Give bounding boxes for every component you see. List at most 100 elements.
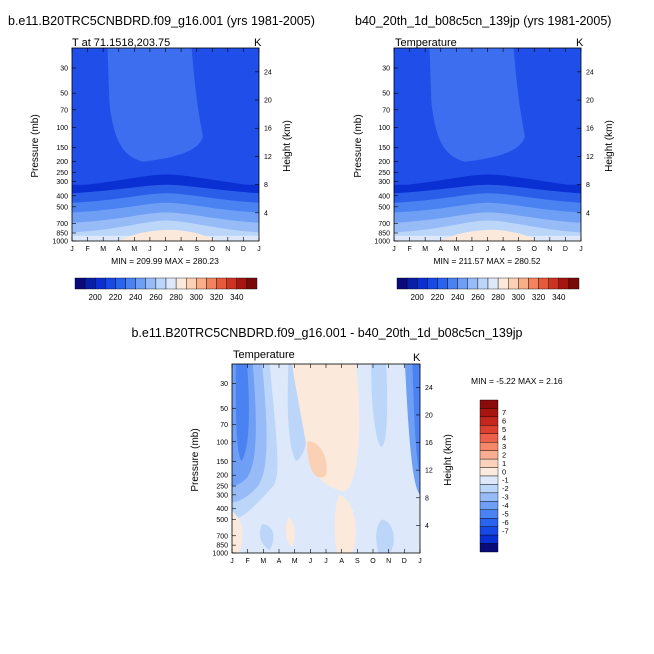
colorbar-swatch (95, 277, 106, 290)
x-tick-label: O (210, 246, 216, 253)
colorbar-label: 6 (502, 417, 506, 426)
colorbar-swatch (548, 277, 559, 290)
y-tick-label: 850 (378, 230, 390, 237)
y-tick-label: 70 (382, 107, 390, 114)
colorbar-swatch (447, 277, 458, 290)
panel-1-ylabel-right: Height (km) (282, 120, 293, 172)
y-tick-label: 200 (56, 159, 68, 166)
colorbar-label: 280 (169, 293, 183, 302)
colorbar-label: 340 (230, 293, 244, 302)
y-tick-label: 500 (378, 204, 390, 211)
y-tick-label: 1000 (212, 551, 228, 558)
x-tick-label: S (516, 246, 521, 253)
panel-2-stats: MIN = 211.57 MAX = 280.52 (433, 256, 540, 266)
right-tick-label: 16 (425, 440, 433, 447)
y-tick-label: 100 (378, 125, 390, 132)
colorbar-swatch (479, 416, 499, 426)
x-tick-label: J (70, 246, 74, 253)
panel-2-colorbar: 200 220 240 260 280 300 320 340 (396, 277, 580, 302)
colorbar-label: 260 (471, 293, 485, 302)
colorbar-label: 280 (491, 293, 505, 302)
panel-3-subtitle-left: Temperature (233, 349, 295, 361)
colorbar-label: 7 (502, 408, 506, 417)
y-tick-label: 250 (56, 170, 68, 177)
y-tick-label: 150 (216, 459, 228, 466)
x-tick-label: O (370, 558, 376, 565)
panel-3-ylabel-right: Height (km) (443, 434, 454, 486)
x-tick-label: A (116, 246, 121, 253)
x-tick-label: N (225, 246, 230, 253)
y-tick-label: 150 (56, 145, 68, 152)
colorbar-swatch (206, 277, 217, 290)
y-tick-label: 30 (382, 66, 390, 73)
colorbar-label: 340 (552, 293, 566, 302)
colorbar-swatch (479, 467, 499, 477)
field-region-6 (307, 441, 327, 478)
right-tick-label: 24 (425, 385, 433, 392)
colorbar-label: 5 (502, 425, 506, 434)
x-tick-label: J (164, 246, 168, 253)
colorbar-swatch (508, 277, 519, 290)
x-tick-label: F (246, 558, 250, 565)
colorbar-swatch (135, 277, 146, 290)
right-tick-label: 8 (264, 182, 268, 189)
colorbar-label: -1 (502, 476, 509, 485)
x-tick-label: M (100, 246, 106, 253)
right-tick-label: 12 (425, 468, 433, 475)
panel-3-stats: MIN = -5.22 MAX = 2.16 (471, 376, 563, 386)
colorbar-swatch (479, 534, 499, 544)
y-tick-label: 850 (56, 230, 68, 237)
colorbar-swatch (125, 277, 136, 290)
x-tick-label: S (194, 246, 199, 253)
colorbar-label: 220 (431, 293, 445, 302)
y-tick-label: 1000 (374, 239, 390, 246)
panel-2-ylabel-right: Height (km) (604, 120, 615, 172)
panel-2-plot-area: J F M A M J J A S O N D J 30 50 70 100 150 200 250 300 400 500… (374, 47, 594, 253)
right-tick-label: 4 (264, 210, 268, 217)
colorbar-label: -4 (502, 501, 509, 510)
x-tick-label: J (324, 558, 328, 565)
y-tick-label: 50 (220, 406, 228, 413)
panel-1-subtitle-right: K (254, 37, 262, 49)
field-region-7 (371, 364, 388, 447)
colorbar-swatch (196, 277, 207, 290)
right-tick-label: 24 (264, 69, 272, 76)
panel-1-colorbar: 200 220 240 260 280 300 320 340 (74, 277, 258, 302)
field-region-14 (376, 519, 394, 553)
colorbar-swatch (186, 277, 197, 290)
right-tick-label: 8 (425, 495, 429, 502)
right-tick-label: 4 (586, 210, 590, 217)
colorbar-swatch (479, 408, 499, 418)
right-tick-label: 20 (586, 98, 594, 105)
colorbar-swatch (437, 277, 448, 290)
colorbar-label: 240 (129, 293, 143, 302)
y-tick-label: 250 (378, 170, 390, 177)
y-tick-label: 200 (378, 159, 390, 166)
right-tick-label: 16 (264, 126, 272, 133)
field-region-3 (235, 364, 249, 462)
colorbar-swatch (497, 277, 509, 290)
y-tick-label: 50 (60, 91, 68, 98)
panel-2-subtitle-left: Temperature (395, 37, 457, 49)
field-region-5 (292, 364, 360, 492)
colorbar-swatch (74, 277, 86, 290)
panel-3: b.e11.B20TRC5CNBDRD.f09_g16.001 - b40_20… (131, 326, 562, 565)
y-tick-label: 400 (56, 193, 68, 200)
y-tick-label: 200 (216, 473, 228, 480)
colorbar-swatch (479, 501, 499, 510)
y-tick-label: 700 (56, 221, 68, 228)
colorbar-swatch (236, 277, 248, 290)
colorbar-swatch (479, 442, 499, 451)
colorbar-swatch (477, 277, 489, 290)
x-tick-label: M (260, 558, 266, 565)
colorbar-swatch (396, 277, 408, 290)
colorbar-swatch (479, 526, 499, 536)
y-tick-label: 1000 (52, 239, 68, 246)
field-region-9 (412, 364, 420, 476)
colorbar-label: 0 (502, 467, 506, 476)
colorbar-swatch (479, 475, 499, 485)
x-tick-label: M (453, 246, 459, 253)
field-region-12 (334, 494, 357, 553)
